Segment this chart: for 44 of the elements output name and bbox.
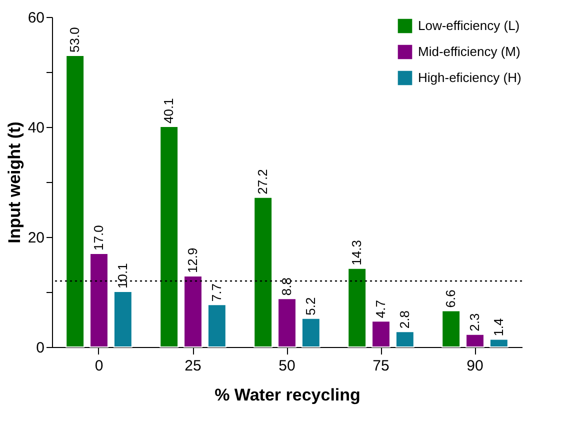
bar <box>489 338 508 348</box>
bar <box>395 331 414 348</box>
legend-label: Mid-efficiency (M) <box>418 44 520 59</box>
bar <box>442 310 461 348</box>
data-label: 5.2 <box>302 297 318 316</box>
legend-label: High-eficiency (H) <box>418 70 522 85</box>
data-label: 8.8 <box>279 278 294 296</box>
data-label: 40.1 <box>161 98 176 124</box>
data-label: 2.8 <box>396 310 412 329</box>
bar <box>466 334 484 348</box>
x-axis-title: % Water recycling <box>214 386 360 404</box>
data-label: 14.3 <box>349 240 364 266</box>
x-tick-label: 75 <box>372 358 390 374</box>
data-label: 27.2 <box>255 169 270 194</box>
bar <box>90 253 108 348</box>
data-label: 6.6 <box>443 290 458 308</box>
bar <box>301 318 320 348</box>
bar <box>372 320 390 348</box>
bar <box>207 304 226 348</box>
legend-label: Low-efficiency (L) <box>418 18 520 33</box>
x-tick-label: 25 <box>184 358 202 374</box>
bar <box>113 290 132 348</box>
y-tick-label: 0 <box>36 340 44 356</box>
data-label: 12.9 <box>185 248 200 274</box>
y-axis-title: Input weight (t) <box>4 122 24 244</box>
y-tick-label: 60 <box>28 10 44 26</box>
data-label: 17.0 <box>91 225 106 250</box>
data-label: 7.7 <box>208 284 224 302</box>
bar <box>184 276 202 348</box>
bar <box>66 55 85 348</box>
bar <box>160 126 179 348</box>
data-label: 4.7 <box>373 300 388 318</box>
bar <box>348 268 367 348</box>
data-label: 10.1 <box>114 263 130 288</box>
data-label: 2.3 <box>467 313 482 332</box>
x-tick-label: 0 <box>94 358 104 374</box>
y-tick-label: 20 <box>28 230 44 246</box>
y-tick-label: 40 <box>28 120 44 136</box>
bar <box>278 298 296 348</box>
bar <box>254 196 273 348</box>
data-label: 1.4 <box>490 318 506 336</box>
x-tick-label: 90 <box>466 358 484 374</box>
x-tick-label: 50 <box>278 358 296 374</box>
data-label: 53.0 <box>67 27 82 52</box>
